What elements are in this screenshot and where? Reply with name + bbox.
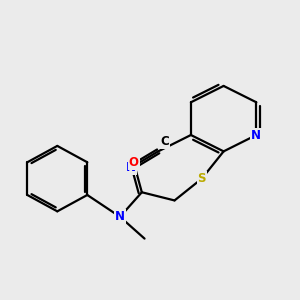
Text: S: S [198, 172, 206, 185]
Text: N: N [115, 210, 125, 223]
Text: O: O [129, 156, 139, 169]
Text: C: C [160, 135, 169, 148]
Text: N: N [251, 128, 261, 142]
Text: N: N [126, 161, 136, 174]
